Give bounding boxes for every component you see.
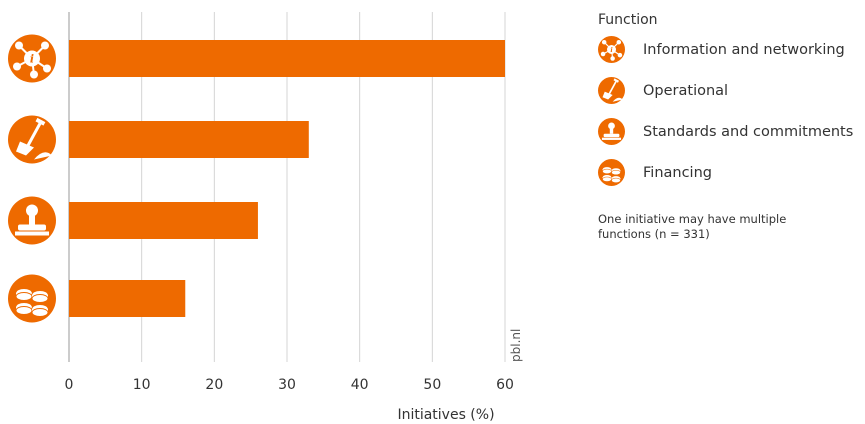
stamp-icon: [8, 196, 56, 245]
bar-chart: i 0 10 20 30 40 50 60 Initiatives (%) pbl.nl: [8, 12, 523, 423]
info-network-icon: i: [598, 36, 625, 63]
legend: Function i Information and networking Oper…: [598, 12, 863, 242]
bar-stamp: [69, 202, 258, 239]
legend-label: Operational: [643, 82, 729, 99]
x-tick-label: 50: [423, 377, 441, 393]
pbl-watermark: pbl.nl: [509, 329, 523, 362]
x-tick-label: 40: [351, 377, 369, 393]
bars: [69, 40, 505, 317]
shovel-icon: [8, 115, 56, 164]
x-tick-label: 10: [133, 377, 151, 393]
x-tick-label: 60: [496, 377, 514, 393]
chart-note: One initiative may have multiple functio…: [598, 212, 787, 241]
x-axis-title: Initiatives (%): [397, 407, 494, 423]
legend-item: Operational: [598, 77, 863, 104]
legend-items: i Information and networking Operational St…: [598, 36, 863, 186]
legend-label: Financing: [643, 164, 712, 181]
coins-icon: [8, 274, 56, 323]
svg-text:i: i: [610, 47, 613, 54]
category-icons: i: [8, 34, 56, 323]
coins-icon: [598, 159, 625, 186]
stamp-icon: [598, 118, 625, 145]
legend-title: Function: [598, 12, 658, 28]
legend-item: Standards and commitments: [598, 118, 863, 145]
legend-label: Standards and commitments: [643, 123, 854, 140]
shovel-icon: [598, 77, 625, 104]
legend-item: Financing: [598, 159, 863, 186]
legend-item: i Information and networking: [598, 36, 863, 63]
x-tick-label: 20: [205, 377, 223, 393]
info-network-icon: i: [8, 34, 56, 83]
legend-label: Information and networking: [643, 41, 845, 58]
bar-shovel: [69, 121, 309, 158]
bar-coins: [69, 280, 186, 317]
x-tick-label: 30: [278, 377, 296, 393]
x-tick-label: 0: [65, 377, 74, 393]
x-tick-labels: 0 10 20 30 40 50 60: [65, 377, 514, 393]
svg-text:i: i: [30, 53, 34, 66]
bar-info-network: [69, 40, 505, 77]
